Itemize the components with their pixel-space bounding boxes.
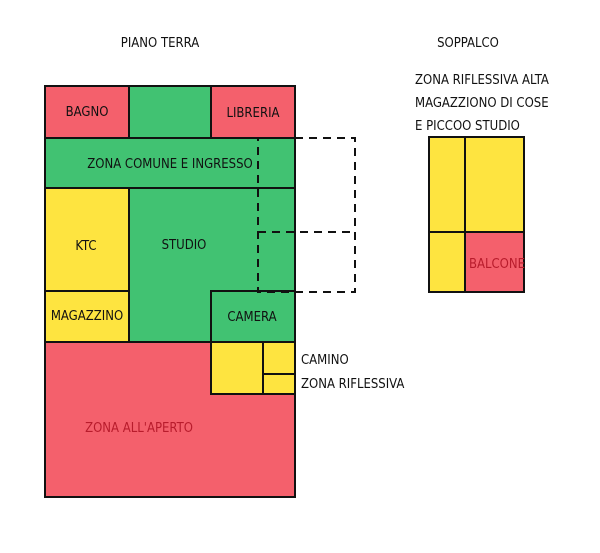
ground-floor-title: PIANO TERRA: [121, 36, 199, 51]
mezzanine-desc-line-2: MAGAZZIONO DI COSE: [415, 96, 549, 111]
label-libreria: LIBRERIA: [226, 106, 279, 121]
label-zona-comune: ZONA COMUNE E INGRESSO: [87, 157, 252, 172]
label-camera: CAMERA: [227, 310, 276, 325]
mezzanine-desc-line-3: E PICCOO STUDIO: [415, 119, 520, 134]
label-studio: STUDIO: [162, 238, 207, 253]
room-camera: [210, 290, 296, 343]
room-bagno: [44, 85, 130, 139]
label-bagno: BAGNO: [66, 105, 109, 120]
room-ktc: [44, 187, 130, 292]
mezzanine-outline: [257, 137, 356, 293]
label-zona-riflessiva: ZONA RIFLESSIVA: [301, 377, 404, 392]
label-balcone: BALCONE: [469, 257, 525, 272]
label-magazzino: MAGAZZINO: [51, 309, 123, 324]
label-camino: CAMINO: [301, 353, 349, 368]
room-zona-riflessiva: [262, 373, 296, 395]
label-zona-aperto: ZONA ALL'APERTO: [85, 421, 193, 436]
room-zona-comune: [44, 137, 296, 189]
room-balcone: [464, 231, 525, 293]
mezzanine-desc-line-1: ZONA RIFLESSIVA ALTA: [415, 73, 549, 88]
room-camino: [262, 341, 296, 375]
mezzanine-title: SOPPALCO: [437, 36, 499, 51]
label-ktc: KTC: [75, 239, 96, 254]
